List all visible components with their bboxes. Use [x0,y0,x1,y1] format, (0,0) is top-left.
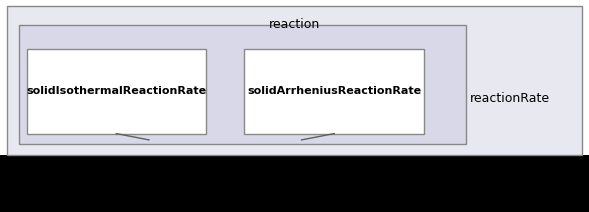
Bar [19,25,466,144]
Bar [0,155,589,212]
Bar [27,49,206,134]
Text: solidArrheniusReactionRate: solidArrheniusReactionRate [247,86,421,96]
Text: reactionRate: reactionRate [469,92,550,105]
Bar [244,49,424,134]
Text: solidIsothermalReactionRate: solidIsothermalReactionRate [27,86,206,96]
Bar [7,6,582,155]
Text: reaction: reaction [269,18,320,31]
